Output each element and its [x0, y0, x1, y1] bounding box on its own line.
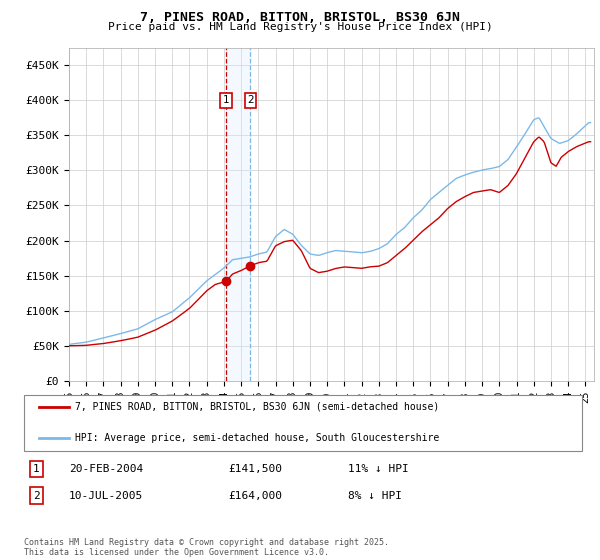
Text: £164,000: £164,000	[228, 491, 282, 501]
Text: £141,500: £141,500	[228, 464, 282, 474]
Text: 1: 1	[33, 464, 40, 474]
Text: 8% ↓ HPI: 8% ↓ HPI	[348, 491, 402, 501]
Text: 11% ↓ HPI: 11% ↓ HPI	[348, 464, 409, 474]
Text: HPI: Average price, semi-detached house, South Gloucestershire: HPI: Average price, semi-detached house,…	[75, 433, 439, 443]
Text: Price paid vs. HM Land Registry's House Price Index (HPI): Price paid vs. HM Land Registry's House …	[107, 22, 493, 32]
Text: 20-FEB-2004: 20-FEB-2004	[69, 464, 143, 474]
Text: Contains HM Land Registry data © Crown copyright and database right 2025.
This d: Contains HM Land Registry data © Crown c…	[24, 538, 389, 557]
Text: 10-JUL-2005: 10-JUL-2005	[69, 491, 143, 501]
Text: 2: 2	[247, 95, 254, 105]
Text: 1: 1	[223, 95, 229, 105]
Text: 7, PINES ROAD, BITTON, BRISTOL, BS30 6JN: 7, PINES ROAD, BITTON, BRISTOL, BS30 6JN	[140, 11, 460, 24]
Text: 2: 2	[33, 491, 40, 501]
Bar	[226, 48, 250, 381]
Text: 7, PINES ROAD, BITTON, BRISTOL, BS30 6JN (semi-detached house): 7, PINES ROAD, BITTON, BRISTOL, BS30 6JN…	[75, 402, 439, 412]
